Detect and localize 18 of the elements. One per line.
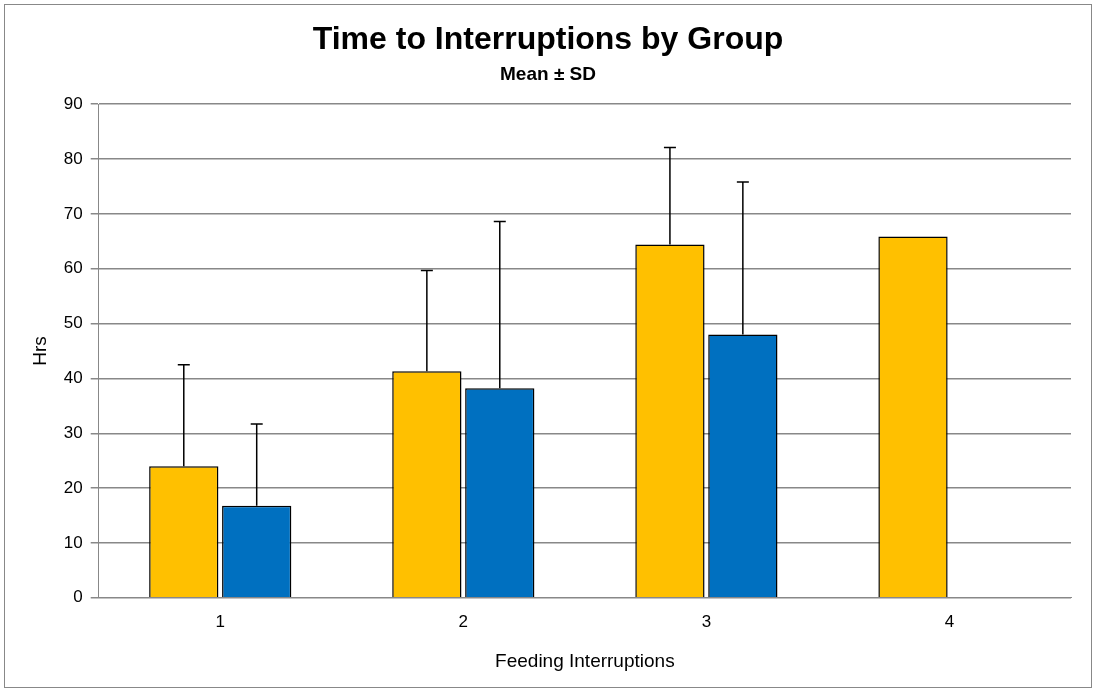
y-tick-label: 70 bbox=[63, 203, 83, 223]
x-tick-label: 2 bbox=[458, 611, 469, 631]
y-tick-label: 90 bbox=[63, 93, 83, 113]
y-tick-label: 0 bbox=[73, 587, 83, 607]
y-axis-title: Hrs bbox=[28, 336, 50, 366]
chart-subtitle: Mean ± SD bbox=[500, 63, 596, 85]
y-tick-label: 40 bbox=[63, 368, 83, 388]
y-tick-label: 30 bbox=[63, 422, 83, 442]
y-tick-label: 60 bbox=[63, 258, 83, 278]
y-tick-label: 20 bbox=[63, 477, 83, 497]
x-tick-label: 4 bbox=[944, 611, 955, 631]
x-tick-label: 1 bbox=[215, 611, 225, 631]
y-tick-label: 10 bbox=[63, 532, 83, 552]
chart-title: Time to Interruptions by Group bbox=[312, 20, 784, 57]
y-tick-label: 80 bbox=[63, 148, 83, 168]
y-tick-label: 50 bbox=[63, 313, 83, 333]
x-tick-label: 3 bbox=[701, 611, 712, 631]
x-axis-title: Feeding Interruptions bbox=[495, 649, 675, 671]
